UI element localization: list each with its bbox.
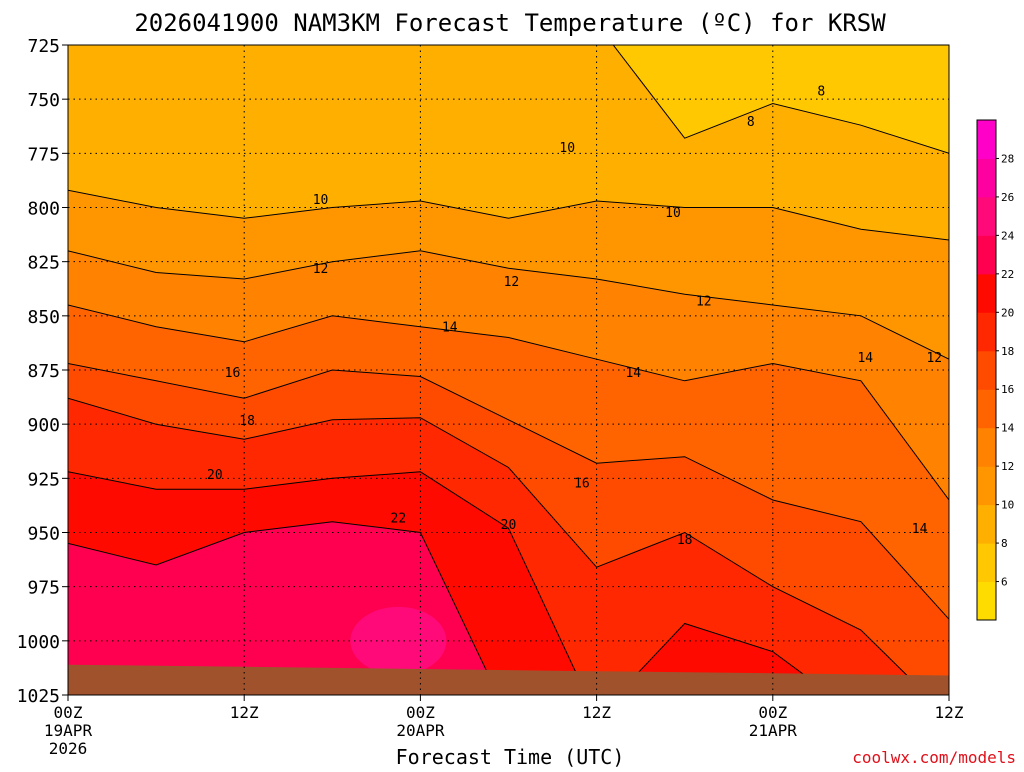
isotherm-18 [68, 397, 928, 695]
contour-label: 10 [665, 206, 681, 221]
colorbar: 6 8 10 12 14 16 18 20 22 24 26 28 [976, 119, 1015, 621]
y-axis: 725 750 775 800 825 850 875 900 925 950 975 1000 102… [17, 36, 68, 707]
y-tick-label-925: 925 [27, 469, 60, 490]
contour-label: 14 [442, 321, 458, 336]
y-tick-label-875: 875 [27, 361, 60, 382]
colorbar-label-12: 12 [1001, 460, 1014, 473]
colorbar-swatch [977, 543, 996, 583]
colorbar-label-14: 14 [1001, 422, 1015, 435]
colorbar-swatch [977, 120, 996, 159]
contour-label: 10 [313, 193, 329, 208]
underground-mask [68, 664, 949, 695]
contour-label: 18 [239, 414, 255, 429]
x-tick-label-36-0: 12Z [582, 703, 611, 722]
isotherm-contours [68, 45, 949, 695]
contour-label: 20 [207, 468, 223, 483]
chart-title: 2026041900 NAM3KM Forecast Temperature (… [134, 9, 886, 37]
isotherm-8 [612, 45, 949, 154]
isotherm-12 [68, 250, 949, 360]
colorbar-label-20: 20 [1001, 306, 1014, 319]
x-tick-label-24-0: 00Z [406, 703, 435, 722]
y-tick-label-775: 775 [27, 144, 60, 165]
colorbar-swatch [977, 350, 996, 390]
y-tick-label-825: 825 [27, 253, 60, 274]
contour-label: 16 [225, 366, 241, 381]
colorbar-label-6: 6 [1001, 576, 1008, 589]
contour-label: 14 [912, 522, 928, 537]
colorbar-swatch [977, 581, 996, 621]
colorbar-label-26: 26 [1001, 191, 1014, 204]
y-tick-label-725: 725 [27, 36, 60, 57]
ground-surface [68, 664, 949, 695]
colorbar-label-16: 16 [1001, 383, 1014, 396]
isotherm-10 [68, 189, 949, 241]
isotherm-14 [68, 304, 949, 501]
contour-label: 12 [926, 351, 942, 366]
isotherm-22 [68, 521, 499, 695]
y-tick-label-1000: 1000 [17, 632, 60, 653]
contour-label: 20 [501, 518, 517, 533]
x-tick-label-0-1: 19APR [44, 721, 93, 740]
colorbar-swatch [977, 389, 996, 429]
contour-label: 14 [857, 351, 873, 366]
colorbar-swatch [977, 273, 996, 313]
contour-label: 12 [696, 295, 712, 310]
x-tick-label-0-0: 00Z [54, 703, 83, 722]
colorbar-swatch [977, 466, 996, 506]
isotherm-20 [68, 471, 833, 695]
colorbar-label-28: 28 [1001, 152, 1014, 165]
credit-link[interactable]: coolwx.com/models [852, 748, 1016, 767]
y-tick-label-750: 750 [27, 90, 60, 111]
contour-label: 12 [504, 275, 520, 290]
y-tick-label-975: 975 [27, 578, 60, 599]
colorbar-frame [976, 119, 997, 621]
y-tick-label-1025: 1025 [17, 686, 60, 707]
y-tick-label-950: 950 [27, 524, 60, 545]
contour-label: 10 [559, 141, 575, 156]
x-tick-label-24-1: 20APR [396, 721, 445, 740]
colorbar-swatch [977, 158, 996, 198]
x-tick-label-60-0: 12Z [935, 703, 964, 722]
colorbar-swatch [977, 196, 996, 236]
contour-label: 16 [574, 477, 590, 492]
contour-label: 8 [817, 85, 825, 100]
colorbar-swatch [977, 235, 996, 275]
colorbar-label-10: 10 [1001, 499, 1014, 512]
x-tick-label-12-0: 12Z [230, 703, 259, 722]
colorbar-label-18: 18 [1001, 345, 1014, 358]
x-tick-label-48-0: 00Z [758, 703, 787, 722]
contour-label: 14 [625, 366, 641, 381]
colorbar-label-22: 22 [1001, 268, 1014, 281]
contour-label: 18 [677, 533, 693, 548]
contour-label: 22 [391, 511, 407, 526]
y-tick-label-800: 800 [27, 199, 60, 220]
colorbar-swatch [977, 504, 996, 544]
x-tick-label-48-1: 21APR [749, 721, 798, 740]
colorbar-label-24: 24 [1001, 229, 1015, 242]
colorbar-label-8: 8 [1001, 537, 1008, 550]
isotherm-16 [68, 363, 949, 620]
contour-labels: 8 8 10 10 10 12 12 12 12 14 14 14 14 16 16 18 18 20 20 22 [207, 85, 942, 549]
contour-label: 8 [747, 115, 755, 130]
contour-label: 12 [313, 262, 329, 277]
y-tick-label-900: 900 [27, 415, 60, 436]
y-tick-label-850: 850 [27, 307, 60, 328]
colorbar-swatch [977, 427, 996, 467]
colorbar-swatch [977, 312, 996, 352]
x-axis-title: Forecast Time (UTC) [396, 745, 625, 768]
x-tick-label-0-2: 2026 [49, 739, 88, 758]
